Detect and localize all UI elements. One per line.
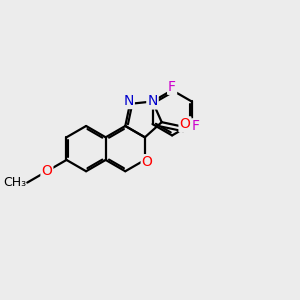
Text: O: O	[142, 155, 152, 169]
Text: O: O	[41, 164, 52, 178]
Text: F: F	[192, 119, 200, 133]
Text: O: O	[179, 117, 191, 131]
Text: CH₃: CH₃	[3, 176, 26, 189]
Text: F: F	[168, 80, 176, 94]
Text: N: N	[147, 94, 158, 109]
Text: N: N	[123, 94, 134, 108]
